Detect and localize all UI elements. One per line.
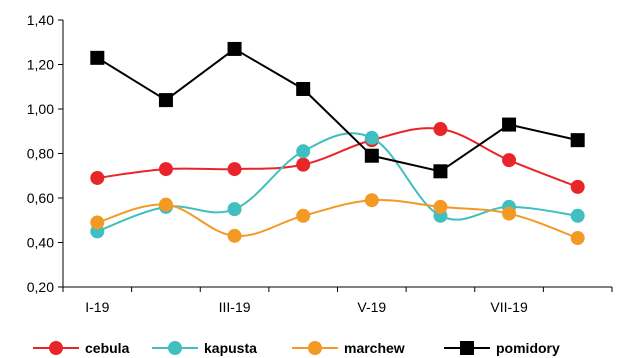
data-point-pomidory	[570, 133, 585, 148]
data-point-marchew	[570, 231, 585, 246]
data-point-kapusta	[296, 144, 311, 159]
data-point-marchew	[433, 199, 448, 214]
legend-label: marchew	[344, 340, 405, 356]
y-tick-label: 0,20	[27, 279, 54, 295]
y-tick-label: 1,00	[27, 101, 54, 117]
series-pomidory	[90, 41, 585, 179]
legend-marker	[49, 341, 63, 355]
y-tick-label: 0,40	[27, 235, 54, 251]
legend-marker	[168, 341, 182, 355]
x-tick-label: I-19	[85, 299, 109, 315]
data-point-cebula	[570, 179, 585, 194]
series-line-marchew	[97, 198, 579, 239]
series-kapusta	[90, 130, 585, 239]
data-point-cebula	[296, 157, 311, 172]
series-marchew	[90, 193, 585, 246]
legend-item-cebula: cebula	[33, 340, 130, 356]
data-point-pomidory	[90, 50, 105, 65]
data-point-marchew	[364, 193, 379, 208]
y-tick-label: 1,40	[27, 12, 54, 28]
x-tick-label: III-19	[219, 299, 251, 315]
data-point-kapusta	[570, 208, 585, 223]
legend-item-pomidory: pomidory	[444, 340, 560, 356]
data-point-marchew	[90, 215, 105, 230]
legend-label: cebula	[85, 340, 130, 356]
data-point-pomidory	[296, 81, 311, 96]
data-point-cebula	[502, 153, 517, 168]
series-line-kapusta	[96, 132, 578, 233]
legend-item-marchew: marchew	[292, 340, 405, 356]
y-tick-label: 0,80	[27, 146, 54, 162]
legend-item-kapusta: kapusta	[152, 340, 257, 356]
y-tick-label: 0,60	[27, 190, 54, 206]
series-layer	[90, 41, 585, 246]
x-tick-label: VII-19	[490, 299, 528, 315]
legend-marker	[308, 341, 322, 355]
data-point-kapusta	[227, 202, 242, 217]
data-point-cebula	[90, 170, 105, 185]
series-cebula	[90, 122, 585, 194]
data-point-cebula	[433, 122, 448, 137]
legend-label: kapusta	[204, 340, 257, 356]
axes: 0,20 0,40 0,60 0,80 1,00 1,20 1,40 I-19 III-19 V-…	[27, 12, 613, 315]
legend-marker	[460, 341, 474, 355]
legend-label: pomidory	[496, 340, 560, 356]
data-point-pomidory	[364, 148, 379, 163]
data-point-pomidory	[158, 93, 173, 108]
data-point-marchew	[158, 197, 173, 212]
y-tick-label: 1,20	[27, 57, 54, 73]
data-point-marchew	[227, 228, 242, 243]
data-point-pomidory	[227, 41, 242, 56]
x-tick-label: V-19	[357, 299, 386, 315]
series-line-pomidory	[96, 47, 578, 173]
data-point-marchew	[296, 208, 311, 223]
data-point-marchew	[502, 206, 517, 221]
data-point-cebula	[158, 162, 173, 177]
data-point-pomidory	[502, 117, 517, 132]
data-point-cebula	[227, 162, 242, 177]
legend: cebula kapusta marchew pomidory	[33, 340, 560, 356]
data-point-pomidory	[433, 164, 448, 179]
data-point-kapusta	[364, 130, 379, 145]
